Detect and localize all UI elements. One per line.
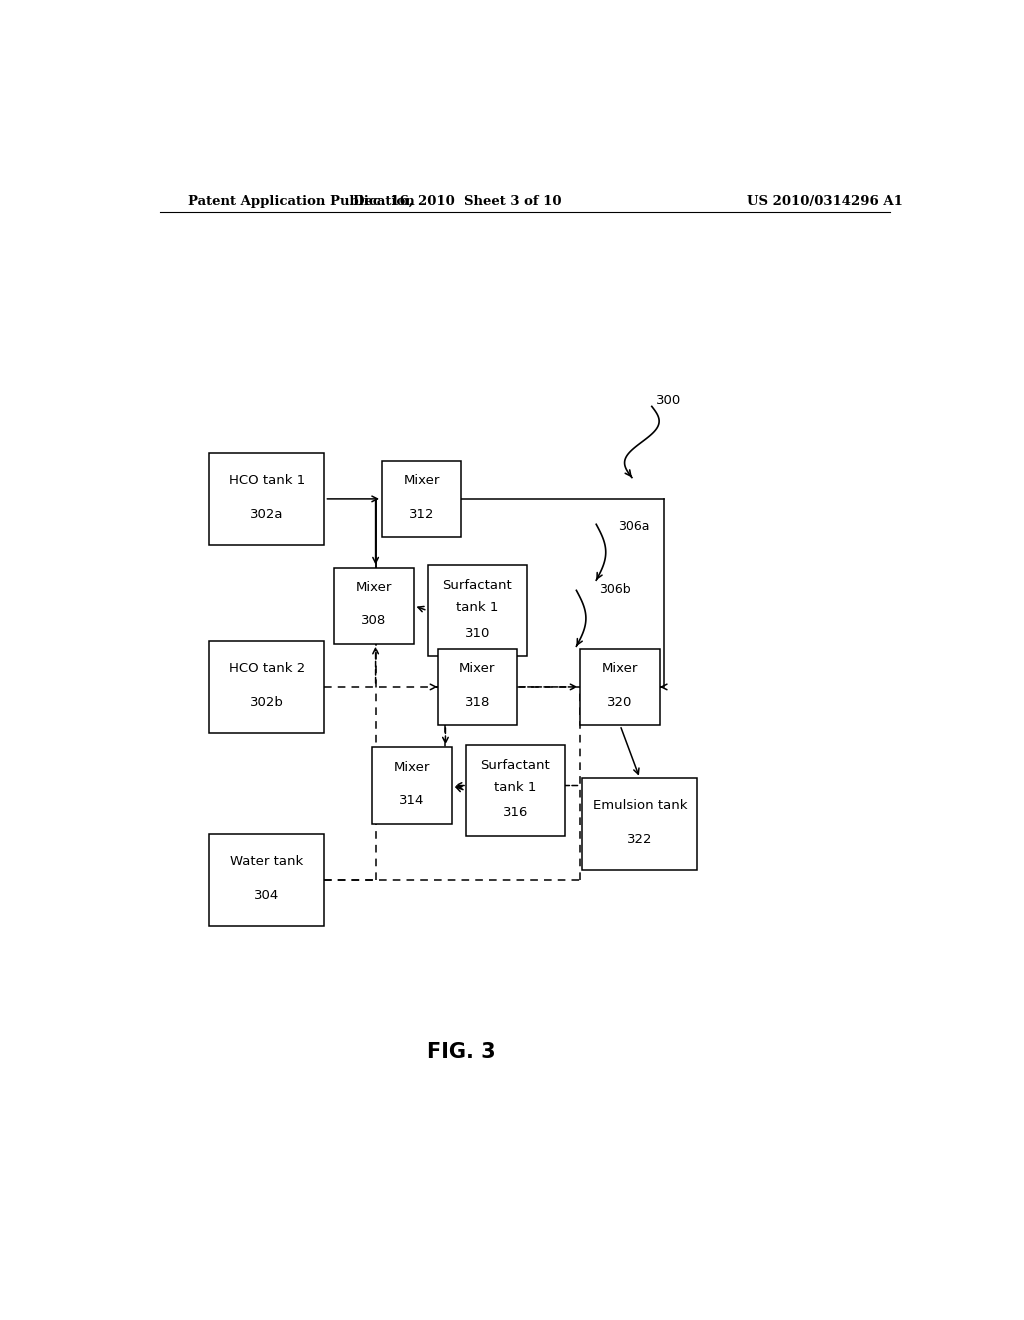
Text: 302b: 302b [250, 696, 284, 709]
Text: Dec. 16, 2010  Sheet 3 of 10: Dec. 16, 2010 Sheet 3 of 10 [353, 194, 561, 207]
Text: Patent Application Publication: Patent Application Publication [187, 194, 415, 207]
Text: 300: 300 [655, 393, 681, 407]
Text: HCO tank 1: HCO tank 1 [228, 474, 305, 487]
Bar [581, 649, 659, 725]
Bar [382, 461, 461, 537]
Text: Mixer: Mixer [403, 474, 440, 487]
Text: tank 1: tank 1 [495, 781, 537, 795]
Text: HCO tank 2: HCO tank 2 [228, 663, 305, 675]
Bar [466, 744, 565, 837]
Bar [373, 747, 452, 824]
Text: 304: 304 [254, 888, 280, 902]
Bar [428, 565, 526, 656]
Text: 312: 312 [409, 508, 434, 520]
Bar [334, 568, 414, 644]
Text: 310: 310 [465, 627, 489, 640]
Text: tank 1: tank 1 [456, 601, 499, 614]
Text: Mixer: Mixer [355, 581, 392, 594]
Text: 306b: 306b [599, 583, 630, 595]
Text: 314: 314 [399, 795, 425, 808]
Text: Surfactant: Surfactant [480, 759, 550, 772]
Text: Mixer: Mixer [602, 663, 638, 675]
Text: Surfactant: Surfactant [442, 578, 512, 591]
Text: Emulsion tank: Emulsion tank [593, 800, 687, 812]
Text: 302a: 302a [250, 508, 284, 520]
Bar [209, 642, 325, 733]
Text: FIG. 3: FIG. 3 [427, 1041, 496, 1061]
Text: Water tank: Water tank [230, 855, 303, 869]
Bar [209, 834, 325, 925]
Bar [437, 649, 517, 725]
Text: 306a: 306a [618, 520, 650, 533]
Text: 322: 322 [627, 833, 652, 846]
Bar [583, 779, 697, 870]
Bar [209, 453, 325, 545]
Text: 318: 318 [465, 696, 489, 709]
Text: 316: 316 [503, 807, 528, 820]
Text: 320: 320 [607, 696, 633, 709]
Text: Mixer: Mixer [459, 663, 496, 675]
Text: US 2010/0314296 A1: US 2010/0314296 A1 [748, 194, 903, 207]
Text: Mixer: Mixer [394, 760, 430, 774]
Text: 308: 308 [361, 614, 387, 627]
